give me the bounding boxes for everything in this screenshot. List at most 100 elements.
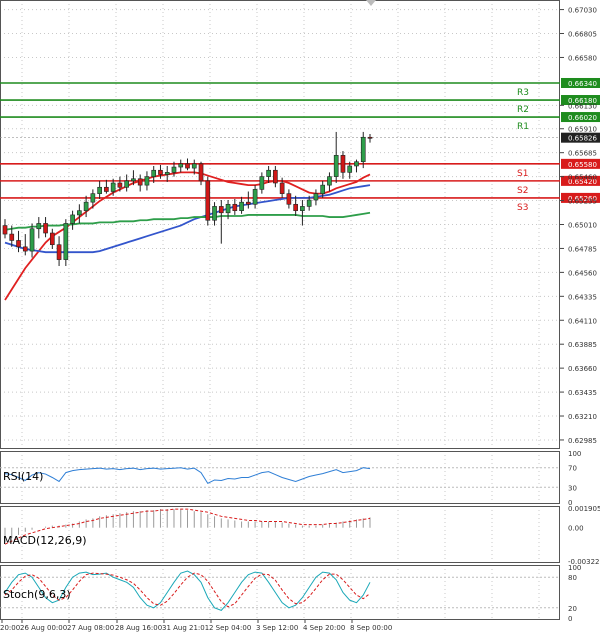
price-axis-label: 0.66130: [568, 102, 597, 110]
candle-body: [110, 182, 116, 192]
candle-body: [151, 169, 157, 177]
level-price-tag: [561, 77, 600, 88]
candle: [340, 151, 346, 179]
candle: [43, 217, 48, 238]
stoch-signal-line: [4, 572, 371, 608]
candle-body: [313, 193, 319, 201]
candle-body: [29, 228, 35, 252]
price-axis-label: 0.65235: [568, 198, 597, 206]
level-price-label: 0.66340: [568, 80, 597, 88]
candle: [104, 179, 109, 194]
macd-title: MACD(12,26,9): [3, 534, 87, 547]
price-axis-label: 0.64785: [568, 245, 597, 253]
candle: [110, 178, 116, 196]
level-price-label: 0.65580: [568, 161, 597, 169]
candle-body: [320, 184, 326, 194]
current-price-label: 0.65826: [568, 135, 597, 143]
candle-body: [97, 186, 102, 194]
candle-body: [185, 163, 190, 169]
candle: [90, 189, 96, 209]
price-axis-label: 0.65910: [568, 126, 597, 134]
candle-body: [90, 193, 96, 203]
stoch-main-line: [4, 570, 371, 611]
candle: [83, 195, 89, 218]
candle-body: [354, 161, 359, 167]
candle: [22, 234, 28, 256]
level-label-s1: S1: [517, 169, 528, 179]
candle-body: [340, 155, 346, 173]
candle: [131, 170, 136, 186]
candle: [144, 171, 150, 191]
candle: [347, 161, 353, 179]
candle: [36, 217, 42, 239]
candle-body: [171, 166, 177, 173]
candle: [56, 236, 62, 266]
candle-body: [83, 201, 89, 211]
price-axis-label: 0.63435: [568, 389, 597, 397]
candle: [2, 219, 8, 239]
candle-body: [218, 206, 224, 214]
candle-body: [104, 186, 109, 192]
scroll-marker-icon: [366, 0, 376, 6]
time-axis-label: 2 Sep 04:00: [209, 624, 251, 632]
candle-body: [16, 240, 21, 248]
candle: [239, 196, 244, 214]
candle-body: [178, 163, 184, 168]
candle: [178, 159, 184, 173]
candle: [97, 180, 102, 199]
candle: [49, 228, 55, 249]
candle-body: [36, 223, 42, 230]
candle: [137, 174, 143, 192]
price-axis-label: 0.63660: [568, 365, 597, 373]
stoch-axis-label: 100: [568, 564, 581, 572]
candle-body: [293, 203, 298, 211]
candle-body: [252, 189, 258, 205]
candle: [320, 180, 326, 198]
candle-body: [144, 176, 150, 186]
candle-body: [56, 244, 62, 260]
candle: [185, 158, 190, 171]
rsi-axis-label: 0: [568, 499, 572, 507]
candle: [63, 219, 69, 266]
candle-body: [300, 206, 305, 211]
candle: [164, 165, 170, 182]
candle: [313, 189, 319, 206]
candle-body: [22, 246, 28, 252]
level-price-label: 0.66180: [568, 97, 597, 105]
price-axis-label: 0.64560: [568, 269, 597, 277]
candle: [117, 176, 123, 192]
candle-body: [191, 163, 197, 169]
macd-axis-label: -0.003223: [568, 558, 600, 566]
candle-body: [225, 203, 231, 214]
candle-body: [360, 136, 366, 163]
candle: [171, 161, 177, 177]
candle-body: [198, 163, 204, 182]
candle-body: [333, 155, 339, 177]
price-axis-label: 0.64110: [568, 317, 597, 325]
price-axis-label: 0.66805: [568, 31, 597, 39]
macd-axis-label: 0.001905: [568, 505, 600, 513]
time-axis-label: 8 Sep 00:00: [350, 624, 392, 632]
time-axis-label: 27 Aug 08:00: [67, 624, 114, 632]
time-axis-label: 4 Sep 20:00: [303, 624, 345, 632]
level-price-label: 0.66020: [568, 114, 597, 122]
candle-body: [246, 201, 251, 205]
time-axis-label: 26 Aug 00:00: [20, 624, 67, 632]
candle: [273, 165, 278, 188]
candle-body: [117, 182, 123, 188]
candle: [327, 172, 332, 192]
candle-body: [306, 199, 312, 207]
candle: [198, 161, 204, 186]
level-price-tag: [561, 112, 600, 123]
candle-body: [63, 223, 69, 260]
axis-labels: 0.67030 0.66805 0.66580 0.66130 0.65910 0.656…: [0, 7, 597, 632]
candle: [367, 134, 373, 143]
price-axis-label: 0.67030: [568, 7, 597, 15]
candle: [205, 176, 211, 226]
price-axis-label: 0.66580: [568, 54, 597, 62]
candle-body: [205, 180, 211, 221]
candle: [306, 195, 312, 211]
